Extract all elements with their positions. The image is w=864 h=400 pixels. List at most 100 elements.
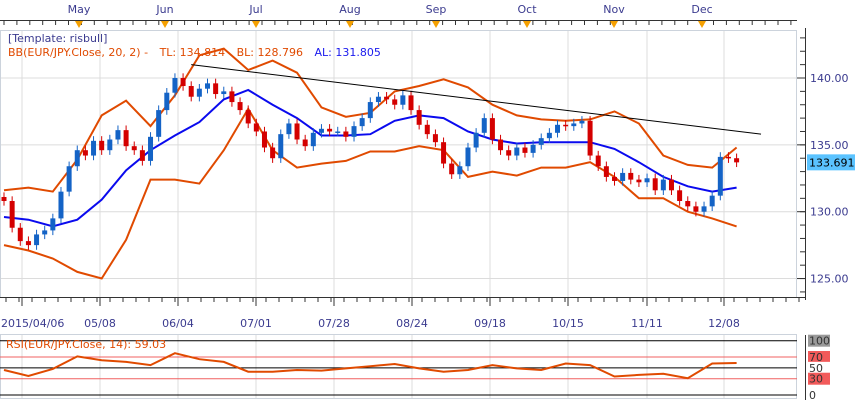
candle-up xyxy=(359,118,365,127)
month-marker-icon xyxy=(432,21,440,28)
candle-up xyxy=(91,140,97,156)
candle-down xyxy=(99,140,105,151)
candle-down xyxy=(685,201,691,207)
candle-down xyxy=(652,178,658,191)
candle-down xyxy=(180,78,186,87)
date-tick-label: 10/15 xyxy=(552,317,584,330)
bb-label: BB(EUR/JPY.Close, 20, 2) - xyxy=(8,46,148,59)
candle-up xyxy=(571,123,577,127)
month-label: May xyxy=(68,3,91,16)
date-tick-label: 2015/04/06 xyxy=(1,317,64,330)
candle-down xyxy=(245,110,251,124)
candle-up xyxy=(644,178,650,183)
date-axis[interactable]: 2015/04/06 05/08 06/04 07/01 07/28 08/24 09/18… xyxy=(0,297,805,331)
candle-up xyxy=(530,144,536,153)
candle-down xyxy=(587,120,593,156)
gridlines xyxy=(1,31,796,297)
candle-up xyxy=(107,139,113,151)
candle-down xyxy=(424,124,430,135)
price-tick-label: 130.00 xyxy=(810,206,849,219)
month-marker-icon xyxy=(75,21,83,28)
month-marker-icon xyxy=(523,21,531,28)
candle-down xyxy=(636,179,642,183)
month-label: Dec xyxy=(691,3,712,16)
candle-up xyxy=(58,191,64,219)
candle-down xyxy=(725,156,731,159)
candle-down xyxy=(522,147,528,153)
price-axis[interactable]: 125.00 130.00 135.00 140.00 133.691 xyxy=(797,28,855,300)
candle-down xyxy=(384,96,390,100)
candle-down xyxy=(17,227,23,242)
candle-up xyxy=(620,172,626,181)
month-marker-icon xyxy=(610,21,618,28)
month-label: Sep xyxy=(426,3,447,16)
candle-down xyxy=(294,123,300,140)
candle-up xyxy=(310,132,316,147)
candle-down xyxy=(131,146,137,151)
candle-up xyxy=(400,95,406,105)
rsi-tick-label: 50 xyxy=(809,362,823,375)
candle-up xyxy=(196,88,202,97)
candle-down xyxy=(188,86,194,97)
candle-up xyxy=(701,206,707,212)
candle-down xyxy=(449,163,455,175)
candle-down xyxy=(595,155,601,167)
candle-up xyxy=(34,234,40,246)
date-tick-label: 11/11 xyxy=(631,317,663,330)
candle-down xyxy=(270,147,276,159)
candle-down xyxy=(498,139,504,151)
candle-down xyxy=(489,118,495,140)
month-marker-icon xyxy=(346,21,354,28)
rsi-panel-frame xyxy=(0,334,797,399)
candle-down xyxy=(1,196,7,202)
month-marker-icon xyxy=(161,21,169,28)
bb-al: AL: 131.805 xyxy=(314,46,380,59)
bb-bl: BL: 128.796 xyxy=(237,46,303,59)
rsi-tick-label: 30 xyxy=(809,373,823,386)
date-tick-label: 06/04 xyxy=(162,317,194,330)
candle-down xyxy=(9,201,15,228)
candles xyxy=(1,73,740,250)
candle-up xyxy=(473,132,479,148)
month-label: Nov xyxy=(603,3,625,16)
rsi-tick-label: 100 xyxy=(809,335,830,348)
candle-up xyxy=(156,110,162,137)
candle-up xyxy=(546,132,552,139)
month-label: Oct xyxy=(517,3,537,16)
price-tick-label: 135.00 xyxy=(810,139,849,152)
candle-up xyxy=(538,138,544,145)
month-marker-icon xyxy=(252,21,260,28)
month-label: Aug xyxy=(339,3,360,16)
bb-legend: BB(EUR/JPY.Close, 20, 2) - TL: 134.814 B… xyxy=(8,46,381,59)
candle-up xyxy=(465,147,471,167)
candle-down xyxy=(392,99,398,105)
rsi-level-badge xyxy=(808,350,830,363)
candle-up xyxy=(286,123,292,135)
candle-up xyxy=(50,218,56,231)
candle-up xyxy=(709,195,715,207)
candle-up xyxy=(172,78,178,93)
rsi-level-badge xyxy=(808,389,830,400)
candle-up xyxy=(514,147,520,156)
candle-down xyxy=(408,95,414,111)
candle-down xyxy=(343,131,349,137)
candle-down xyxy=(677,190,683,202)
candle-down xyxy=(612,176,617,181)
candle-up xyxy=(481,118,487,133)
candle-down xyxy=(628,172,634,180)
candle-up xyxy=(164,92,170,111)
date-tick-label: 09/18 xyxy=(474,317,506,330)
rsi-level-badge xyxy=(808,372,830,385)
candle-down xyxy=(213,83,219,95)
month-label: Jul xyxy=(248,3,262,16)
candle-up xyxy=(367,102,373,119)
candle-down xyxy=(302,139,308,147)
candle-up xyxy=(335,131,341,133)
candle-up xyxy=(115,130,121,140)
last-price-label: 133.691 xyxy=(809,156,855,169)
candle-down xyxy=(327,128,333,132)
candle-down xyxy=(139,150,145,161)
candle-up xyxy=(660,179,666,191)
candle-down xyxy=(82,150,88,156)
